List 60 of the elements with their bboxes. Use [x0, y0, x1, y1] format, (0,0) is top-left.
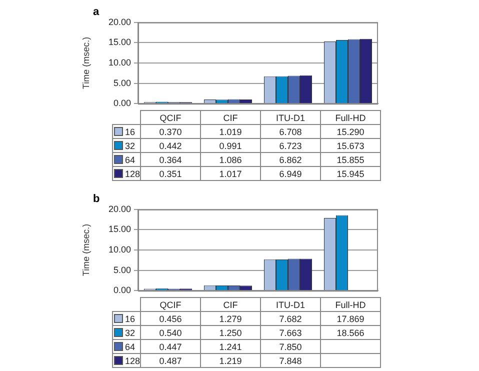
y-tick-label: 5.00 — [113, 78, 131, 88]
y-tick-label: 10.00 — [108, 57, 131, 68]
data-label: 7.663 — [260, 326, 321, 340]
y-tick-label: 10.00 — [108, 244, 131, 254]
category-label: Full-HD — [335, 112, 366, 122]
y-tick-label: 15.00 — [108, 37, 131, 48]
y-tick-label: 5.00 — [113, 264, 131, 275]
data-label: 7.682 — [260, 312, 321, 326]
category-label: CIF — [223, 112, 238, 122]
data-label: 0.991 — [200, 138, 261, 152]
legend-label: 16 — [112, 124, 141, 138]
legend-label: 64 — [112, 340, 141, 354]
legend-label: 16 — [112, 312, 141, 326]
data-label: 0.540 — [140, 326, 201, 340]
category-label: CIF — [223, 300, 238, 310]
data-label: 17.869 — [320, 312, 381, 326]
data-label: 1.086 — [200, 152, 261, 166]
legend-label: 32 — [112, 326, 141, 340]
data-label: 1.279 — [200, 312, 261, 326]
data-label: 1.250 — [200, 326, 261, 340]
data-label: 18.566 — [320, 326, 381, 340]
category-label: ITU-D1 — [276, 300, 306, 310]
data-label: 1.241 — [200, 340, 261, 354]
data-label: 0.487 — [140, 354, 201, 368]
data-label: 7.848 — [260, 354, 321, 368]
legend-label: 64 — [112, 152, 141, 166]
data-label: 15.855 — [320, 152, 381, 166]
y-tick-label: 15.00 — [108, 224, 131, 234]
y-tick-label: 20.00 — [108, 16, 131, 27]
data-label: 15.290 — [320, 124, 381, 138]
y-tick-label: 20.00 — [108, 204, 131, 214]
category-label: Full-HD — [335, 300, 366, 310]
data-label: 6.949 — [260, 166, 321, 180]
chart-title: b — [93, 193, 100, 205]
legend-label: 128 — [112, 354, 141, 368]
data-label: 1.019 — [200, 124, 261, 138]
data-label: 7.850 — [260, 340, 321, 354]
data-label: 6.708 — [260, 124, 321, 138]
data-label: 0.447 — [140, 340, 201, 354]
category-label: QCIF — [160, 112, 182, 122]
legend-label: 32 — [112, 138, 141, 152]
data-label: 0.456 — [140, 312, 201, 326]
category-label: ITU-D1 — [276, 112, 306, 122]
data-label: 0.442 — [140, 138, 201, 152]
y-axis-title: Time (msec.) — [80, 224, 91, 276]
y-tick-label: 0.00 — [113, 285, 131, 296]
data-label: 0.351 — [140, 166, 201, 180]
data-label: 6.862 — [260, 152, 321, 166]
y-axis-title: Time (msec.) — [80, 36, 91, 90]
data-label: 1.017 — [200, 166, 261, 180]
category-label: QCIF — [160, 300, 182, 310]
data-label: 15.673 — [320, 138, 381, 152]
y-tick-label: 0.00 — [113, 98, 131, 108]
chart-title: a — [93, 6, 100, 18]
data-label: 0.364 — [140, 152, 201, 166]
legend-label: 128 — [112, 166, 141, 180]
data-label: 6.723 — [260, 138, 321, 152]
data-label: 1.219 — [200, 354, 261, 368]
data-label: 15.945 — [320, 166, 381, 180]
data-label: 0.370 — [140, 124, 201, 138]
